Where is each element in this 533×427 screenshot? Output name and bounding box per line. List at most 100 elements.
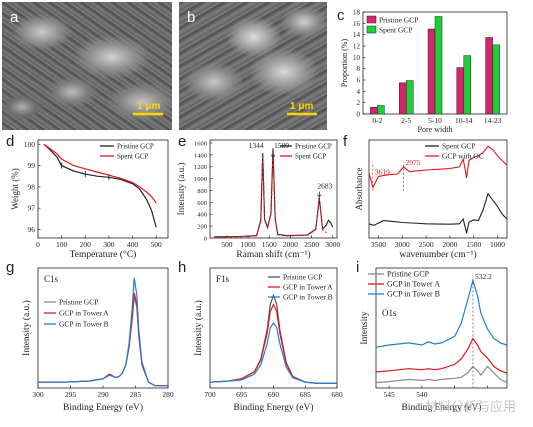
y-axis-label: Intensity (a.u.) — [193, 300, 204, 356]
sem-image-b — [179, 2, 327, 130]
panel-letter-f: f — [343, 133, 348, 150]
x-axis-label: wavenumber (cm⁻¹) — [399, 249, 476, 260]
x-tick-label: 295 — [65, 390, 77, 399]
x-axis-label: Binding Energy (eV) — [233, 402, 313, 413]
x-tick-label: 1000 — [241, 240, 256, 249]
y-tick-label: 14 — [353, 31, 361, 39]
y-tick-label: 400 — [197, 212, 207, 219]
watermark: 材料分析与应用 — [425, 399, 516, 415]
x-tick-label: 10-14 — [455, 116, 473, 125]
x-tick-label: 540 — [416, 390, 428, 399]
y-tick-label: 800 — [197, 188, 207, 195]
x-tick-label: 500 — [221, 240, 233, 249]
x-tick-label: 0-2 — [372, 116, 382, 125]
series-line — [369, 145, 507, 189]
x-tick-label: 2000 — [442, 240, 457, 249]
sem-image-a — [2, 2, 172, 130]
x-axis-label: Binding Energy (eV) — [63, 402, 143, 413]
peak-arrow — [270, 151, 276, 158]
bar — [485, 37, 493, 115]
x-tick-label: 1000 — [490, 240, 505, 249]
bar — [427, 28, 436, 115]
y-axis-label: Absorbance — [354, 168, 364, 211]
legend-label: GCP in Tower A — [59, 309, 109, 318]
x-tick-label: 2500 — [304, 240, 319, 249]
charts-layer: 0 2 4 6 8 10 12 14 16 18 Proportion (%) 0-2 2-5 5-10 1… — [10, 9, 508, 413]
series-line — [210, 293, 337, 384]
chart-i: 545 540 Binding Energy (eV) Intensity 532.2 O… — [360, 267, 508, 413]
y-axis-label: Intensity (a.u.) — [21, 300, 32, 356]
legend-label: Spent GCP — [379, 26, 413, 35]
series-line — [369, 192, 507, 234]
legend-swatch — [366, 15, 377, 24]
legend-label: GCP in Tower B — [283, 293, 333, 302]
y-tick-label: 99 — [28, 161, 36, 170]
x-axis-label: Raman shift (cm⁻¹) — [236, 249, 310, 260]
bar — [405, 80, 414, 115]
y-tick-label: 1400 — [194, 152, 207, 159]
y-tick-label: 200 — [197, 224, 207, 231]
y-tick-label: 600 — [197, 200, 207, 207]
legend-label: Pristine GCP — [283, 273, 322, 282]
y-tick-label: 0 — [204, 236, 207, 243]
series-line — [376, 278, 507, 348]
legend-label: Spent GCP — [117, 153, 148, 161]
x-axis-label: Temperature (°C) — [70, 249, 137, 260]
x-tick-label: 3500 — [371, 240, 386, 249]
band-label: 3619 — [375, 168, 390, 177]
chart-d: 96 97 98 99 100 0 100 200 300 400 500 Temperature (… — [10, 139, 169, 260]
x-tick-label: 500 — [151, 240, 163, 249]
plot-frame — [37, 139, 169, 239]
series-line — [210, 303, 337, 384]
scale-label-a: 1 μm — [137, 101, 160, 112]
legend-label: GCP in Tower A — [387, 280, 440, 289]
x-tick-label: 1500 — [262, 240, 277, 249]
legend-label: GCP in Tower B — [387, 290, 440, 299]
x-tick-label: 2000 — [283, 240, 298, 249]
legend-label: Pristine GCP — [59, 298, 98, 307]
plot-frame — [368, 139, 508, 239]
series-line — [214, 150, 327, 238]
peak-label: 2683 — [317, 182, 332, 191]
series-group — [38, 277, 168, 387]
legend-label: Pristine GCP — [387, 270, 430, 279]
series-line — [43, 143, 157, 204]
legend-label: Pristine GCP — [295, 143, 332, 151]
series-group — [214, 148, 334, 238]
panel-letter-i: i — [356, 259, 359, 276]
panel-letter-e: e — [178, 133, 186, 150]
legend-label: Pristine GCP — [117, 143, 154, 151]
series-group — [210, 293, 337, 384]
panel-letter-b: b — [187, 9, 195, 26]
x-tick-label: 280 — [162, 390, 174, 399]
x-tick-label: 300 — [103, 240, 115, 249]
y-axis-label: Intensity (a.u.) — [176, 163, 186, 216]
y-tick-label: 97 — [28, 204, 36, 213]
y-tick-label: 2 — [357, 99, 361, 107]
y-tick-label: 98 — [28, 182, 36, 191]
legend-label: GCP in Tower A — [283, 283, 333, 292]
bar — [463, 55, 472, 115]
core-level-label: F1s — [216, 274, 230, 284]
y-axis-label: Intensity — [360, 311, 370, 344]
series-group — [43, 143, 157, 228]
peak-arrow — [317, 191, 322, 198]
x-tick-label: 3000 — [395, 240, 410, 249]
series-group — [376, 278, 507, 384]
legend-label: Pristine GCP — [379, 16, 418, 25]
y-tick-label: 16 — [353, 20, 361, 28]
series-line — [38, 277, 168, 387]
x-tick-label: 5-10 — [428, 116, 442, 125]
y-tick-label: 4 — [357, 88, 361, 96]
bar — [434, 16, 443, 115]
x-tick-label: 2500 — [419, 240, 434, 249]
chart-e: 0 200 400 600 800 1000 1200 1400 1600 500 1000 1500… — [176, 139, 341, 260]
bar — [377, 105, 385, 115]
x-tick-label: 2-5 — [401, 116, 411, 125]
x-tick-label: 545 — [383, 390, 395, 399]
core-level-label: O1s — [382, 308, 397, 318]
x-tick-label: 685 — [300, 390, 312, 399]
legend-swatch — [366, 25, 377, 34]
series-line — [43, 143, 157, 228]
x-axis-label: Pore width — [418, 125, 453, 134]
